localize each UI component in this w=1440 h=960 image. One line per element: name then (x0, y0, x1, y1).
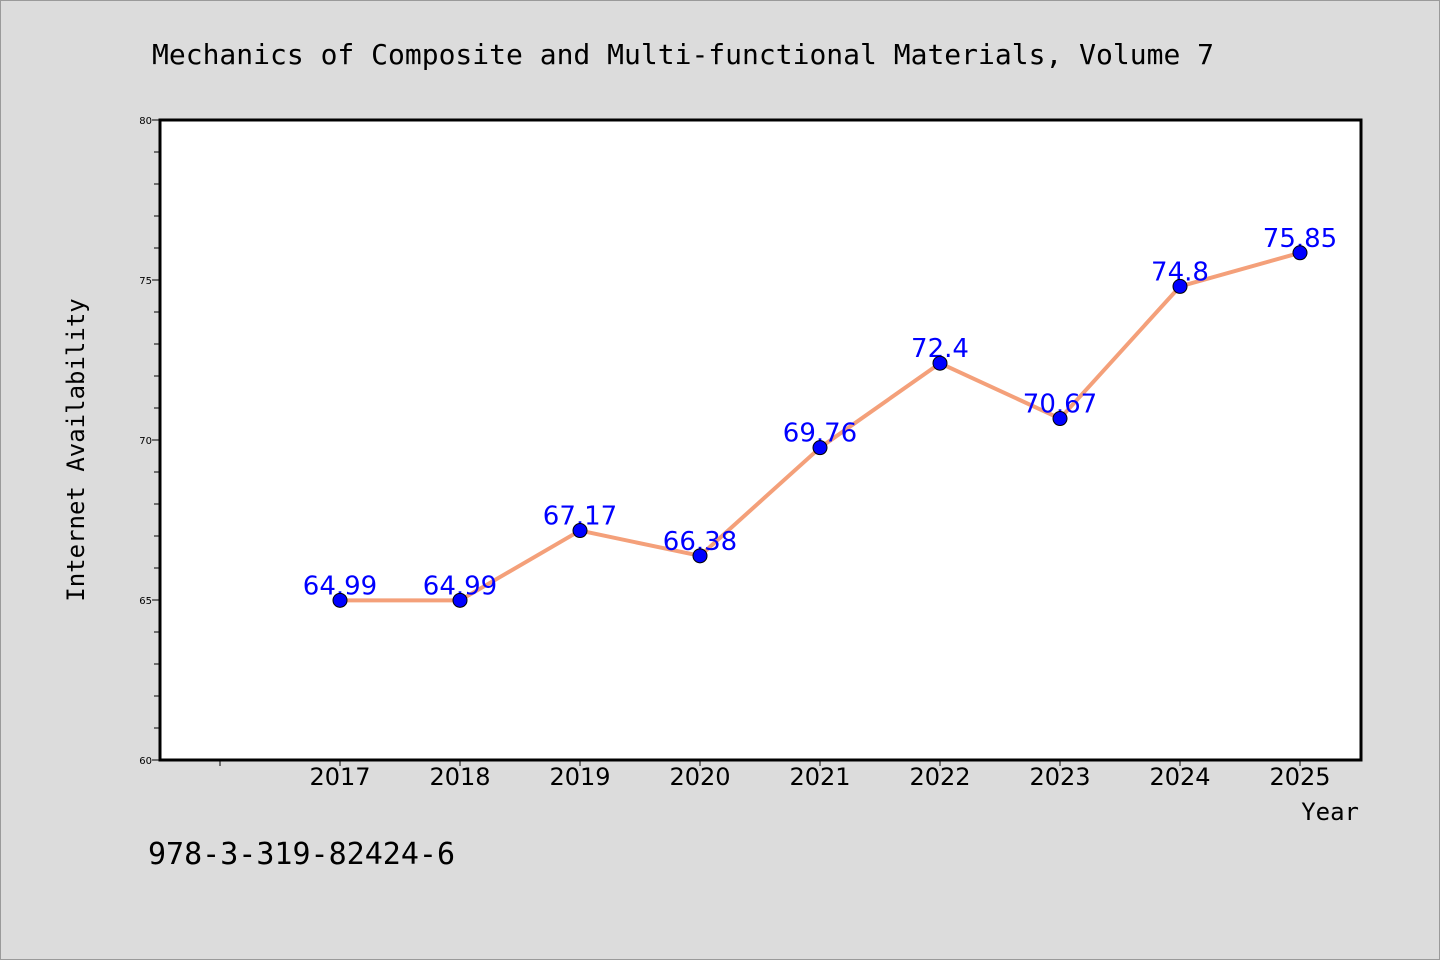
data-point (812, 440, 828, 456)
x-tick-label: 2021 (789, 763, 850, 791)
chart-title: Mechanics of Composite and Multi-functio… (152, 38, 1214, 71)
plot-area (158, 118, 1363, 762)
data-point (1052, 411, 1068, 427)
data-point (572, 523, 588, 539)
data-point (1172, 278, 1188, 294)
data-point (1292, 245, 1308, 261)
y-tick-label: 60 (139, 756, 152, 767)
data-point (452, 592, 468, 608)
x-tick-label: 2020 (669, 763, 730, 791)
x-tick-label: 2018 (429, 763, 490, 791)
x-tick-label: 2024 (1149, 763, 1210, 791)
y-tick-label: 75 (139, 276, 152, 287)
x-tick-label: 2025 (1269, 763, 1330, 791)
isbn-footnote: 978-3-319-82424-6 (148, 837, 455, 872)
data-point (932, 355, 948, 371)
x-tick-label: 2017 (309, 763, 370, 791)
x-tick-label: 2022 (909, 763, 970, 791)
data-point (692, 548, 708, 564)
series-layer: 64.99 64.9967.1766.3869.7672.470.6774.875… (303, 224, 1337, 608)
x-tick-label: 2023 (1029, 763, 1090, 791)
x-tick-label: 2019 (549, 763, 610, 791)
y-tick-label: 70 (139, 436, 152, 447)
data-point (332, 592, 348, 608)
y-axis: 60 65 70 75 80 (139, 116, 160, 767)
x-axis: 2017 2018 2019 2020 2021 2022 2023 2024 2025 (219, 760, 1331, 791)
y-axis-label: Internet Availability (62, 298, 90, 601)
x-axis-label: Year (1301, 798, 1359, 826)
y-tick-label: 65 (139, 596, 152, 607)
y-tick-label: 80 (139, 116, 152, 127)
